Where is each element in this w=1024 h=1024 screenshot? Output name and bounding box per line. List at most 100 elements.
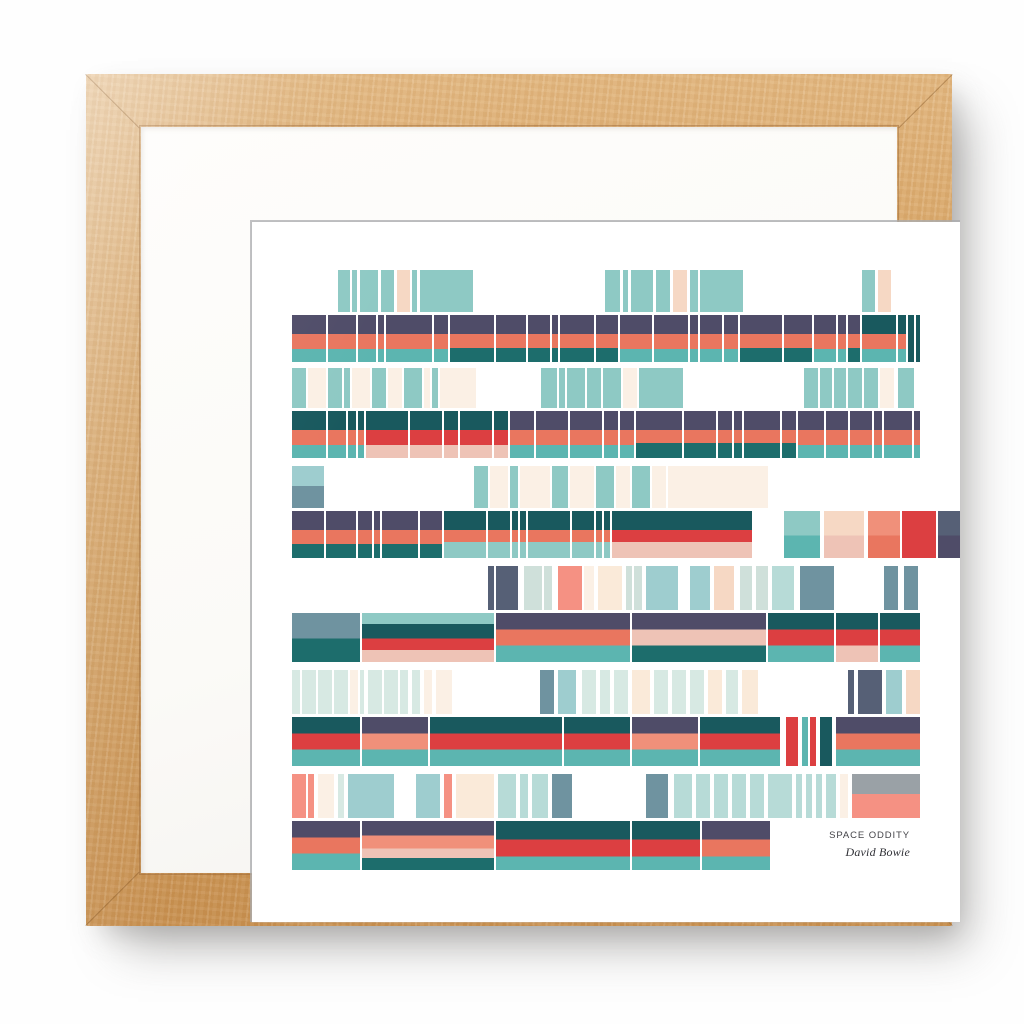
chord-block	[328, 411, 346, 458]
chord-block	[570, 411, 602, 458]
texture-stripe	[404, 368, 422, 408]
texture-stripe	[646, 774, 668, 818]
texture-stripe	[496, 566, 518, 610]
texture-stripe	[690, 670, 704, 714]
chord-block	[786, 717, 798, 766]
texture-stripe	[352, 368, 370, 408]
chord-block	[700, 315, 722, 362]
chord-block	[814, 315, 836, 362]
texture-stripe	[424, 670, 432, 714]
texture-stripe	[904, 566, 918, 610]
texture-stripe	[424, 368, 430, 408]
chord-block	[510, 411, 534, 458]
texture-stripe	[520, 466, 550, 508]
texture-stripe	[772, 566, 794, 610]
texture-stripe	[292, 774, 306, 818]
picture-frame: SPACE ODDITY David Bowie	[85, 74, 960, 926]
viz-row	[292, 613, 920, 662]
texture-stripe	[596, 466, 614, 508]
texture-stripe	[652, 466, 666, 508]
print-credit: SPACE ODDITY David Bowie	[829, 830, 910, 860]
chord-block	[848, 315, 860, 362]
chord-block	[494, 411, 508, 458]
chord-block	[826, 411, 848, 458]
chord-block	[700, 717, 780, 766]
texture-stripe	[600, 670, 610, 714]
texture-stripe	[584, 566, 594, 610]
chord-block	[604, 511, 610, 558]
texture-stripe	[412, 270, 417, 312]
texture-stripe	[558, 670, 576, 714]
texture-stripe	[488, 566, 494, 610]
chord-block	[734, 411, 742, 458]
viz-row	[292, 368, 920, 408]
texture-stripe	[352, 270, 357, 312]
chord-block	[862, 315, 896, 362]
viz-row	[292, 411, 920, 458]
texture-stripe	[440, 368, 476, 408]
chord-block	[836, 717, 920, 766]
texture-stripe	[350, 670, 358, 714]
chord-block	[292, 821, 360, 870]
texture-stripe	[654, 670, 668, 714]
texture-stripe	[820, 368, 832, 408]
chord-block	[632, 717, 698, 766]
texture-stripe	[626, 566, 632, 610]
chord-block	[850, 411, 872, 458]
mitre-joint-top-left	[85, 74, 140, 129]
chord-block	[366, 411, 408, 458]
texture-stripe	[826, 774, 836, 818]
texture-stripe	[292, 368, 306, 408]
chord-block	[884, 411, 912, 458]
chord-block	[724, 315, 738, 362]
chord-block	[810, 717, 816, 766]
texture-stripe	[360, 270, 378, 312]
chord-block	[836, 613, 878, 662]
texture-stripe	[603, 368, 621, 408]
texture-stripe	[318, 774, 334, 818]
chord-block	[820, 717, 832, 766]
texture-stripe	[632, 670, 650, 714]
chord-block	[702, 821, 770, 870]
texture-stripe	[639, 368, 683, 408]
chord-block	[374, 511, 380, 558]
texture-stripe	[886, 670, 902, 714]
texture-stripe	[884, 566, 898, 610]
chord-block	[444, 411, 458, 458]
chord-block	[784, 315, 812, 362]
texture-stripe	[302, 670, 316, 714]
chord-block	[292, 411, 326, 458]
chord-block	[898, 315, 906, 362]
texture-stripe	[384, 670, 398, 714]
texture-stripe	[372, 368, 386, 408]
texture-stripe	[632, 466, 650, 508]
texture-stripe	[672, 670, 686, 714]
chord-block	[420, 511, 442, 558]
mat-board: SPACE ODDITY David Bowie	[141, 127, 960, 922]
chord-block	[292, 315, 326, 362]
texture-stripe	[700, 270, 743, 312]
texture-stripe	[292, 670, 300, 714]
chord-block	[654, 315, 688, 362]
texture-stripe	[673, 270, 687, 312]
texture-stripe	[614, 670, 628, 714]
viz-row	[292, 315, 920, 362]
music-visualization: SPACE ODDITY David Bowie	[292, 270, 960, 870]
chord-block	[632, 821, 700, 870]
chord-block	[564, 717, 630, 766]
chord-block	[382, 511, 418, 558]
texture-stripe	[740, 566, 752, 610]
texture-stripe	[540, 670, 554, 714]
chord-block	[434, 315, 448, 362]
chord-block	[512, 511, 518, 558]
chord-block	[326, 511, 356, 558]
texture-stripe	[714, 566, 734, 610]
chord-block	[908, 315, 914, 362]
viz-row	[292, 566, 920, 610]
texture-stripe	[840, 774, 848, 818]
chord-block	[824, 511, 864, 558]
texture-stripe	[750, 774, 764, 818]
texture-stripe	[541, 368, 557, 408]
chord-block	[496, 821, 630, 870]
song-title: SPACE ODDITY	[829, 830, 910, 841]
